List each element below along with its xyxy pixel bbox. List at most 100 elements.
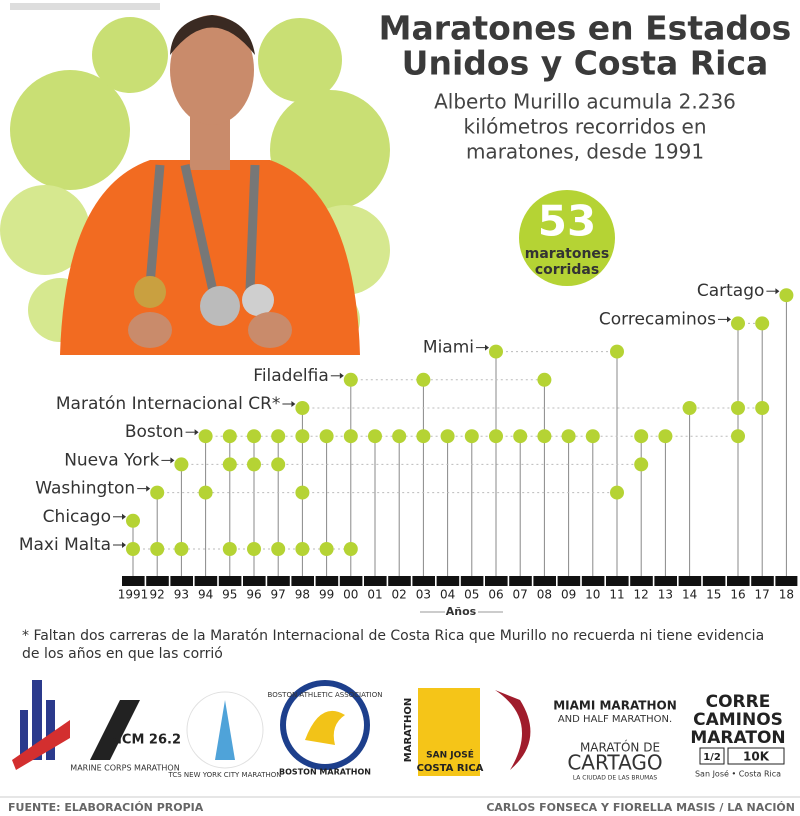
logo-text: BOSTON ATHLETIC ASSOCIATION [268, 691, 383, 699]
x-tick-label: 02 [392, 588, 407, 602]
label-arrow-head [122, 513, 126, 520]
dot [222, 429, 237, 444]
x-tick-label: 13 [658, 588, 673, 602]
dot [610, 485, 624, 500]
x-tick-label: 94 [198, 588, 213, 602]
axis-gap [604, 576, 606, 586]
title: Unidos y Costa Rica [402, 44, 769, 83]
dot [126, 542, 140, 556]
series-label: Washington [35, 479, 135, 499]
dot [247, 429, 261, 444]
x-tick-label: 92 [150, 588, 165, 602]
axis-gap [652, 576, 655, 586]
dot [779, 288, 794, 303]
x-tick-label: 03 [416, 588, 431, 602]
axis-gap [749, 576, 752, 586]
dot [489, 429, 503, 444]
axis-gap [193, 576, 195, 586]
logo-text: MIAMI MARATHON [553, 699, 677, 713]
dot [222, 542, 237, 556]
dot [731, 429, 745, 444]
badge-value: 53 [538, 197, 596, 246]
logo-text: MARATHON [403, 698, 414, 762]
footnote: de los años en que las corrió [22, 646, 223, 662]
x-tick-label: 16 [730, 588, 745, 602]
cr-logo [495, 690, 531, 770]
dot [561, 429, 576, 444]
dot [731, 316, 745, 331]
dot [464, 429, 479, 444]
dot [295, 485, 310, 500]
dot [731, 401, 745, 415]
dot [271, 429, 286, 444]
logo-text: CARTAGO [567, 751, 662, 775]
label-arrow-head [122, 542, 126, 548]
dot [537, 372, 552, 387]
logo-text: San José • Costa Rica [695, 769, 781, 779]
dot [537, 429, 552, 444]
label-arrow-head [291, 401, 296, 407]
series-label: Maxi Malta [19, 535, 111, 555]
logo-text: 1/2 [703, 752, 721, 763]
logo-text: MARATON [690, 728, 785, 748]
series-label: Miami [423, 338, 474, 358]
x-tick-label: 12 [634, 588, 649, 602]
x-tick-label: 04 [440, 588, 455, 602]
dot [271, 542, 286, 556]
x-tick-label: 1991 [118, 588, 149, 602]
dot [513, 429, 528, 444]
x-tick-label: 10 [585, 588, 600, 602]
logo-text: SAN JOSÉ [426, 749, 474, 761]
dot [150, 542, 165, 556]
badge-label: maratones [525, 246, 610, 262]
logo-text: MARINE CORPS MARATHON [70, 764, 179, 773]
dot [198, 485, 213, 500]
chicago-logo [12, 680, 70, 770]
badge-label: corridas [535, 262, 599, 278]
series-label: Maratón Internacional CR* [56, 394, 281, 414]
axis-gap [362, 576, 364, 586]
label-arrow-head [194, 429, 199, 436]
x-tick-label: 93 [174, 588, 189, 602]
axis-gap [459, 576, 461, 586]
label-arrow-head [146, 485, 151, 492]
x-tick-label: 17 [755, 588, 770, 602]
dot [319, 429, 334, 444]
dot [343, 542, 358, 556]
axis-gap [338, 576, 340, 586]
x-tick-label: 00 [343, 588, 358, 602]
logo-text: CORRE [706, 692, 771, 712]
axis-gap [144, 576, 147, 586]
x-tick-label: 09 [561, 588, 576, 602]
dot [222, 457, 237, 472]
nyc-logo: TCS NEW YORK CITY MARATHON [168, 691, 281, 779]
axis-gap [314, 576, 316, 586]
axis-gap [507, 576, 510, 586]
axis-gap [168, 576, 171, 586]
x-tick-label: 18 [779, 588, 794, 602]
axis-gap [773, 576, 776, 586]
dot [295, 542, 310, 556]
dot [343, 372, 358, 387]
title: Maratones en Estados [379, 9, 792, 48]
series-label: Correcaminos [599, 309, 716, 329]
source: FUENTE: ELABORACIÓN PROPIA [8, 801, 204, 814]
dot [440, 429, 455, 444]
footnote: * Faltan dos carreras de la Maratón Inte… [22, 628, 764, 644]
axis-gap [386, 576, 389, 586]
x-tick-label: 95 [222, 588, 237, 602]
credit: CARLOS FONSECA Y FIORELLA MASIS / LA NAC… [486, 801, 795, 814]
subtitle: Alberto Murillo acumula 2.236 [434, 90, 736, 114]
x-tick-label: 98 [295, 588, 310, 602]
axis-gap [531, 576, 534, 586]
sanjose-logo: MARATHON SAN JOSÉ COSTA RICA [403, 688, 484, 776]
axis-gap [580, 576, 582, 586]
axis-gap [410, 576, 413, 586]
dot [682, 401, 697, 415]
axis-gap [241, 576, 243, 586]
series-label: Nueva York [64, 450, 159, 470]
